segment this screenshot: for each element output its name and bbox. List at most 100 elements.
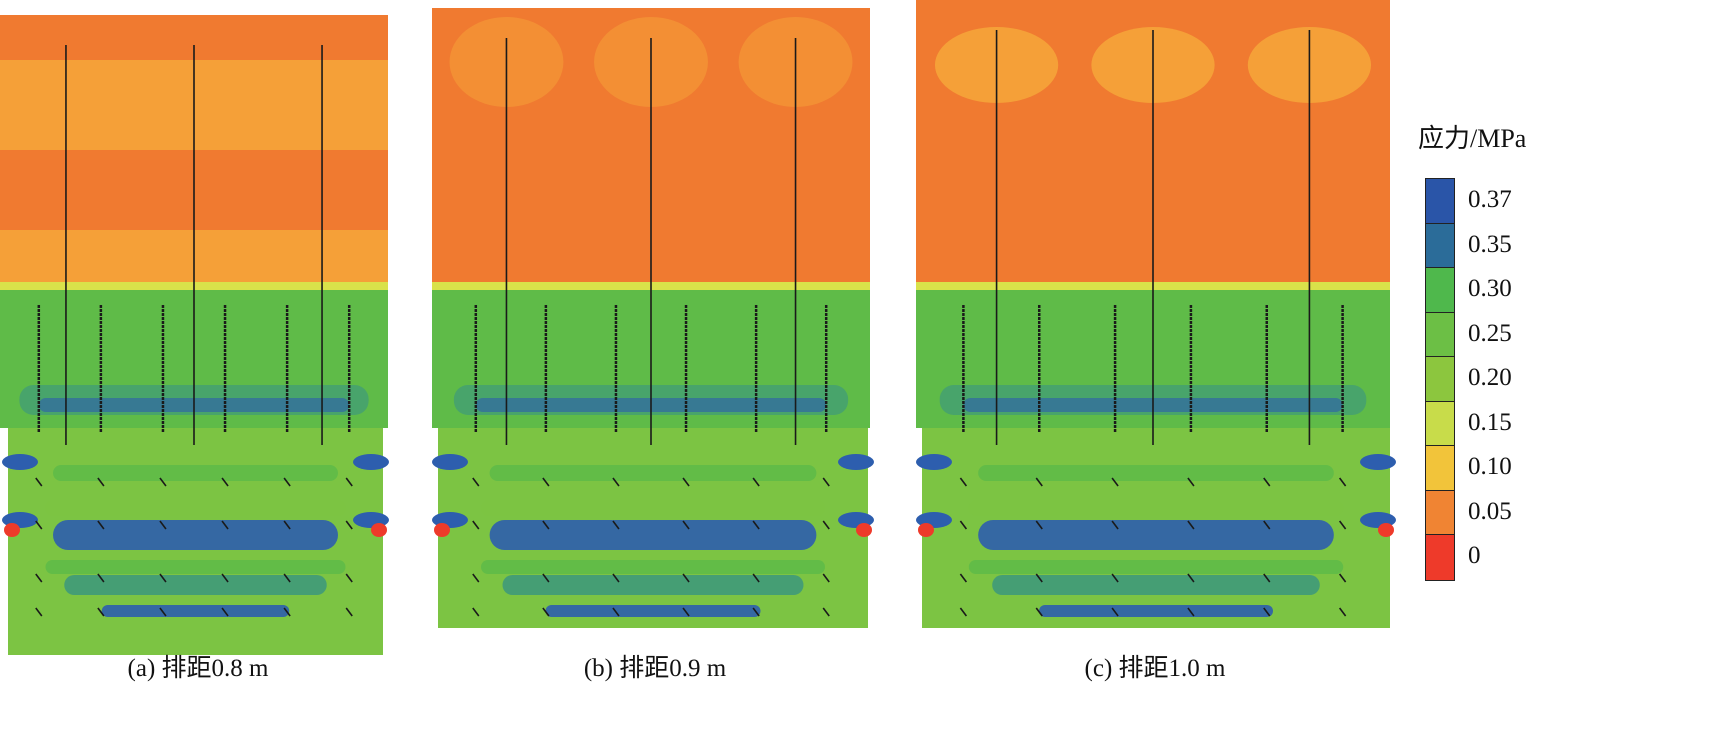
edge-concentration: [432, 454, 468, 470]
floor-bolt: [35, 607, 43, 617]
floor-bolt: [1338, 477, 1347, 487]
legend-swatch: [1426, 179, 1454, 224]
legend-title: 应力/MPa: [1418, 124, 1527, 153]
floor-bolt: [682, 607, 690, 617]
floor-bolt: [612, 520, 620, 530]
edge-concentration: [918, 523, 934, 537]
legend-label: 0.37: [1468, 186, 1512, 213]
legend-label: 0.35: [1468, 230, 1512, 258]
floor-bolt: [345, 607, 353, 617]
floor-bolt: [97, 520, 105, 530]
contour-plot: [432, 8, 874, 628]
floor-bolt: [1111, 607, 1119, 617]
floor-bolt: [159, 477, 167, 487]
floor-bolt: [542, 477, 550, 487]
floor-bolt: [1187, 520, 1195, 530]
stress-band: [53, 520, 338, 550]
floor-bolt: [1035, 573, 1043, 583]
floor-bolt: [1111, 573, 1119, 583]
floor-bolt: [542, 520, 550, 530]
legend-swatch: [1426, 401, 1454, 446]
floor-bolt: [345, 477, 353, 487]
floor-bolt: [1111, 520, 1119, 530]
floor-bolt: [752, 607, 760, 617]
floor-bolt: [345, 520, 353, 530]
edge-concentration: [838, 454, 874, 470]
floor-bolt: [959, 573, 968, 583]
floor-bolt: [612, 607, 620, 617]
floor-bolt: [283, 477, 291, 487]
legend-label: 0.25: [1468, 319, 1512, 347]
floor-bolt: [221, 477, 229, 487]
floor-bolt: [682, 477, 690, 487]
contour-panel-a: [0, 0, 400, 660]
floor-bolt: [472, 477, 480, 487]
floor-bolt: [752, 520, 760, 530]
floor-bolt: [1035, 477, 1043, 487]
floor-bolt: [345, 573, 353, 583]
legend-swatch: [1426, 312, 1454, 357]
legend-swatch: [1426, 268, 1454, 313]
edge-concentration: [856, 523, 872, 537]
floor-bolt: [752, 477, 760, 487]
caption-a: (a) 排距0.8 m: [127, 655, 269, 682]
legend-swatch: [1426, 223, 1454, 268]
floor-bolt: [959, 607, 968, 617]
floor-bolt: [159, 607, 167, 617]
floor-bolt: [1263, 520, 1271, 530]
stress-band: [502, 575, 804, 595]
legend-label: 0.20: [1468, 364, 1512, 391]
legend-colorbar: [1425, 178, 1455, 581]
floor-bolt: [822, 520, 830, 530]
floor-bolt: [221, 520, 229, 530]
floor-bolt: [97, 573, 105, 583]
legend-label: 0.15: [1468, 408, 1512, 436]
floor-bolt: [97, 607, 105, 617]
floor-bolt: [472, 520, 480, 530]
floor-bolt: [959, 477, 968, 487]
legend-swatch: [1426, 535, 1454, 580]
stress-band: [992, 575, 1320, 595]
floor-bolt: [35, 477, 43, 487]
floor-bolt: [682, 573, 690, 583]
floor-bolt: [283, 607, 291, 617]
floor-bolt: [1338, 520, 1347, 530]
floor-bolt: [97, 477, 105, 487]
floor-bolt: [221, 573, 229, 583]
floor-bolt: [35, 520, 43, 530]
edge-concentration: [1378, 523, 1394, 537]
legend-swatch: [1426, 490, 1454, 535]
edge-concentration: [916, 454, 952, 470]
floor-bolt: [1338, 607, 1347, 617]
edge-concentration: [434, 523, 450, 537]
floor-bolt: [822, 607, 830, 617]
floor-bolt: [542, 607, 550, 617]
floor-bolt: [35, 573, 43, 583]
contour-panel-b: [430, 0, 875, 660]
stress-band: [968, 500, 1344, 516]
floor-bolt: [159, 520, 167, 530]
floor-bolt: [221, 607, 229, 617]
floor-bolt: [159, 573, 167, 583]
floor-bolt: [1263, 607, 1271, 617]
legend-label: 0.10: [1468, 453, 1512, 480]
floor-bolt: [1187, 607, 1195, 617]
contour-plot: [916, 0, 1396, 628]
edge-concentration: [4, 523, 20, 537]
floor-bolt: [612, 477, 620, 487]
stress-band: [45, 560, 346, 574]
floor-bolt: [752, 573, 760, 583]
caption-c: (c) 排距1.0 m: [1084, 655, 1226, 682]
stress-band: [481, 560, 825, 574]
edge-concentration: [353, 454, 389, 470]
stress-band: [64, 575, 327, 595]
stress-band: [489, 465, 817, 481]
floor-bolt: [283, 520, 291, 530]
floor-bolt: [1338, 573, 1347, 583]
floor-bolt: [1187, 477, 1195, 487]
legend-label: 0.30: [1468, 275, 1512, 302]
edge-concentration: [2, 454, 38, 470]
stress-band: [545, 605, 761, 617]
floor-bolt: [959, 520, 968, 530]
edge-concentration: [1360, 454, 1396, 470]
